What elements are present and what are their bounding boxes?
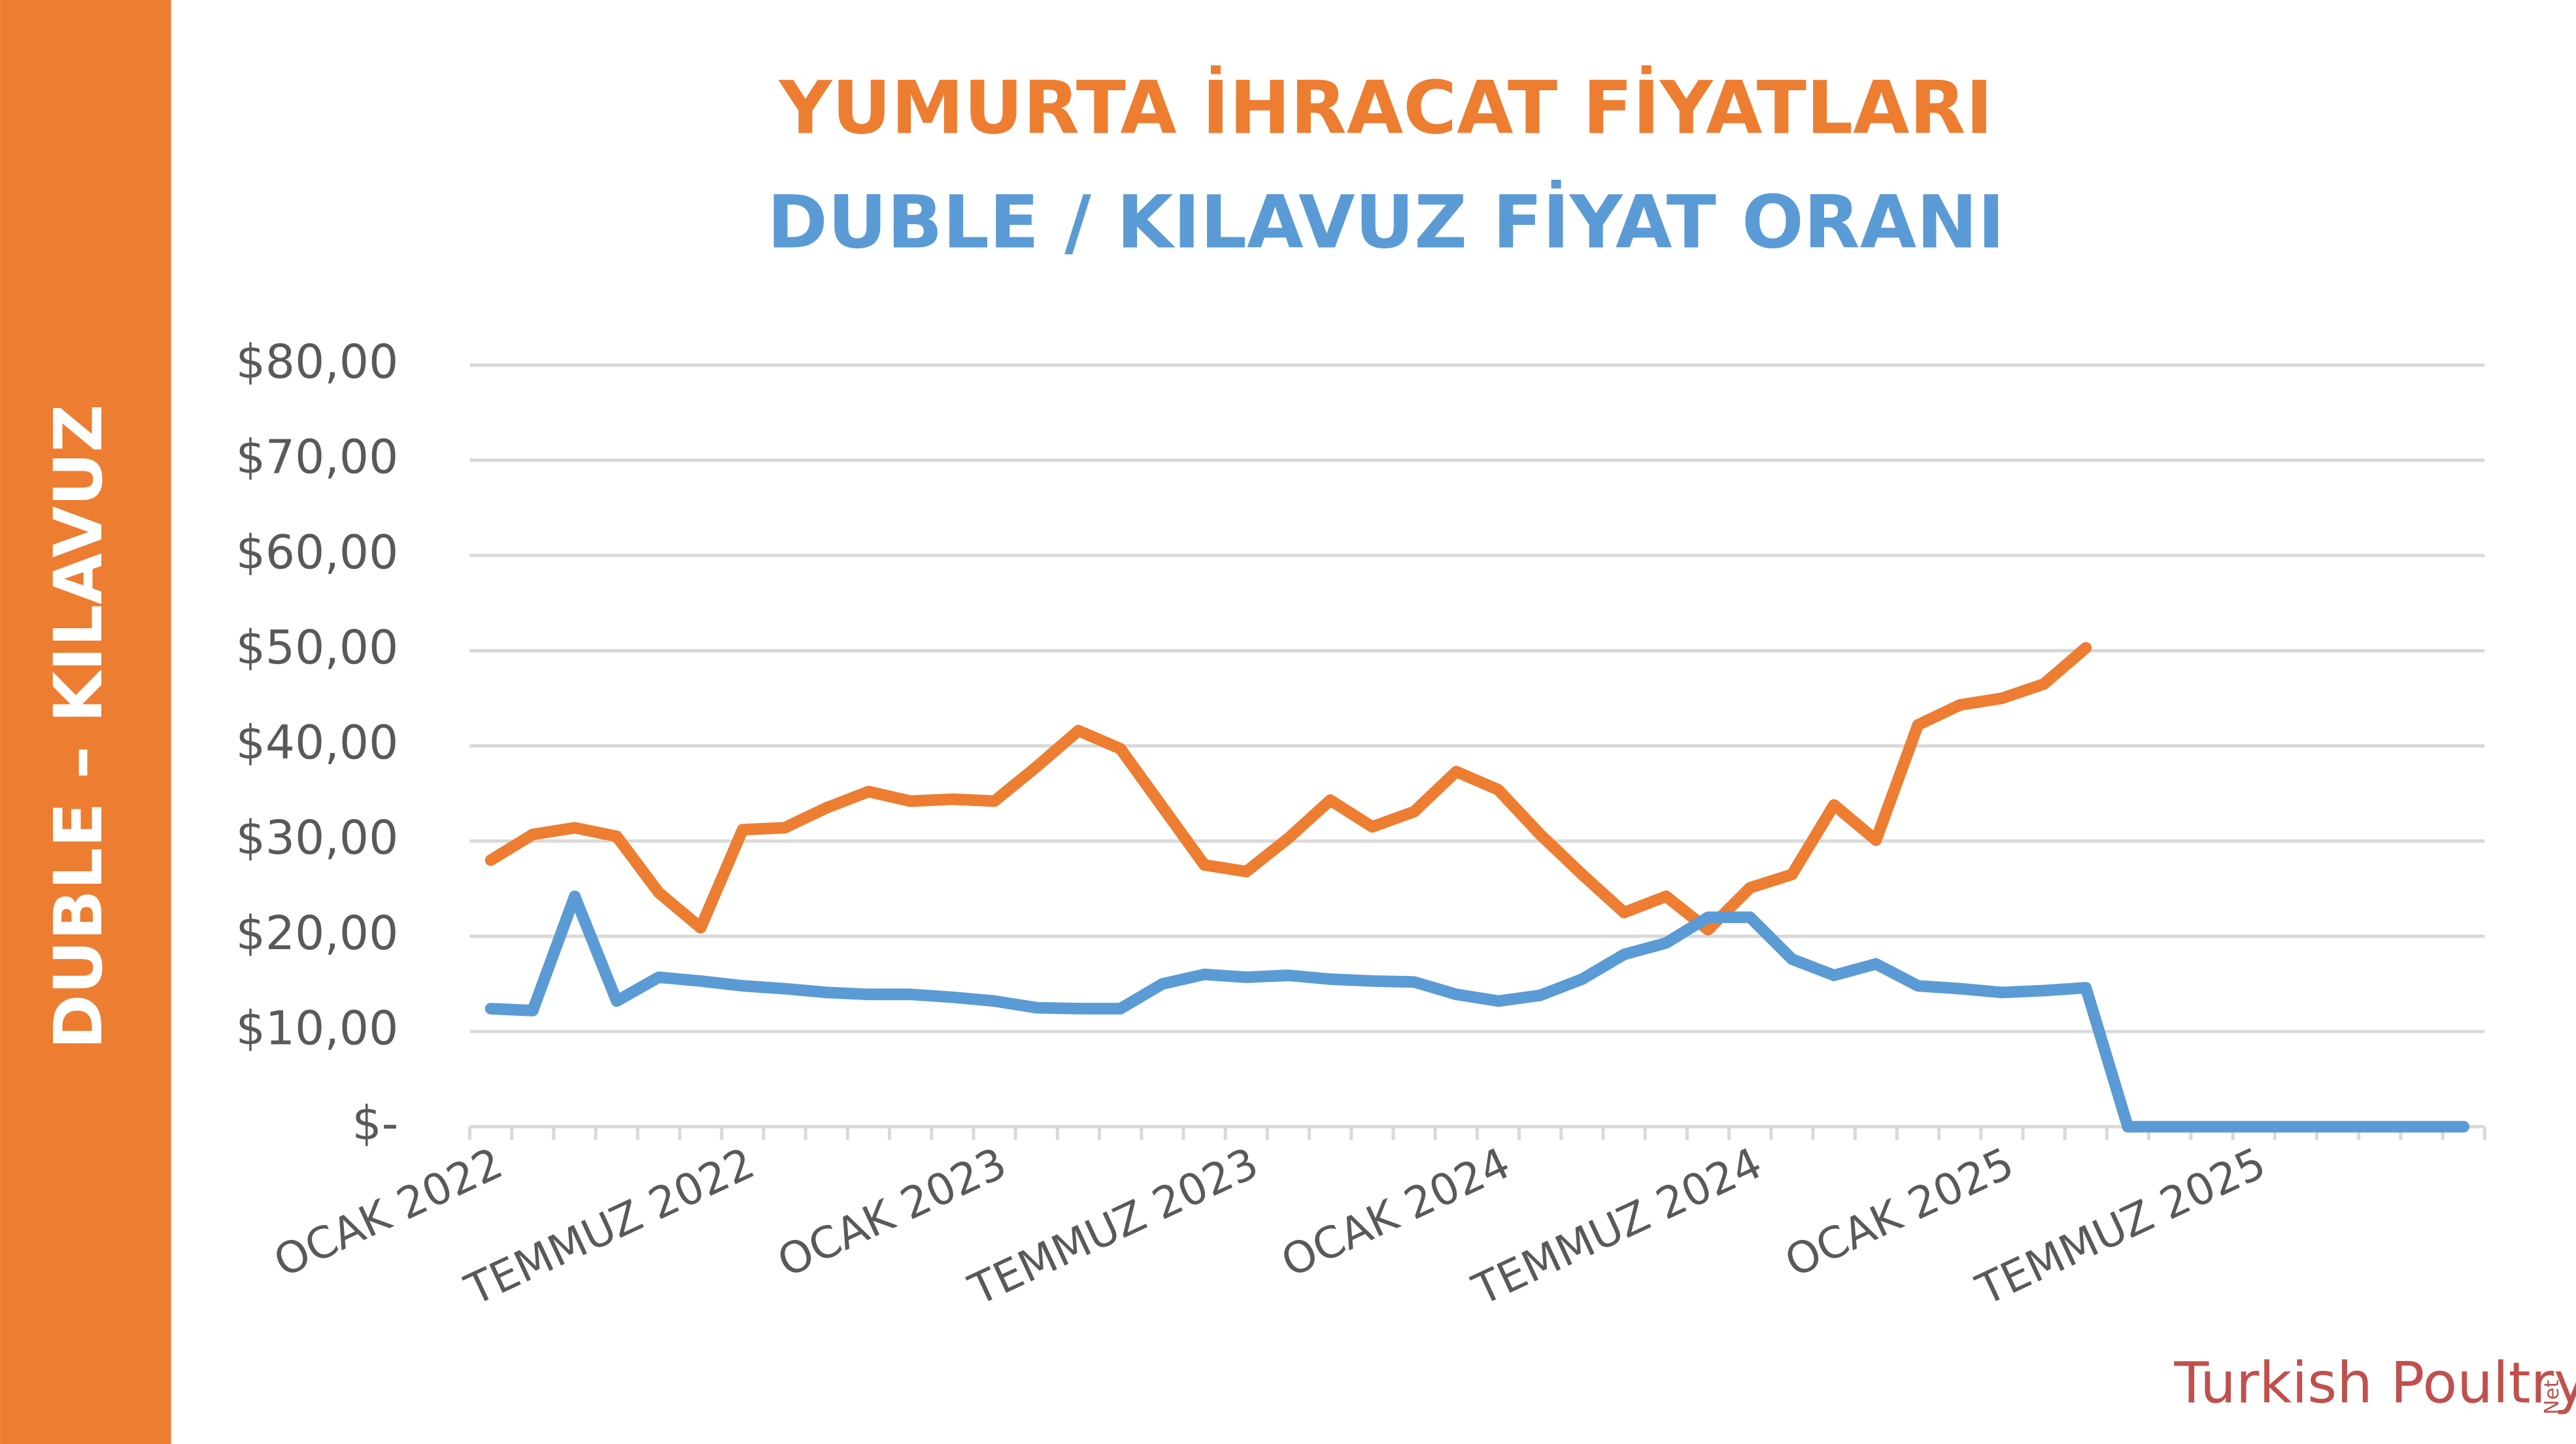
chart-title: YUMURTA İHRACAT FİYATLARI [777,64,1993,150]
y-tick-label: $20,00 [236,906,399,960]
logo-suffix: Net [2541,1380,2564,1415]
side-band [0,0,171,1444]
y-tick-label: $30,00 [236,811,399,865]
logo: Turkish Poultry [2174,1351,2576,1417]
y-tick-label: $60,00 [236,525,399,579]
y-tick-label: $40,00 [236,716,399,770]
series-line [484,890,2470,1133]
y-tick-label: $10,00 [236,1001,399,1056]
x-tick-label: TEMMUZ 2024 [1465,1138,1769,1316]
series-line [484,642,2092,936]
chart-subtitle: DUBLE / KILAVUZ FİYAT ORANI [767,179,2005,265]
side-label: DUBLE – KILAVUZ [40,404,117,1049]
y-tick-label: $- [352,1096,399,1150]
x-tick-label: TEMMUZ 2022 [458,1138,762,1316]
y-tick-label: $80,00 [236,335,399,389]
y-tick-label: $70,00 [236,430,399,484]
x-tick-label: TEMMUZ 2023 [961,1138,1266,1316]
y-tick-label: $50,00 [236,620,399,675]
x-tick-label: TEMMUZ 2025 [1969,1138,2273,1316]
